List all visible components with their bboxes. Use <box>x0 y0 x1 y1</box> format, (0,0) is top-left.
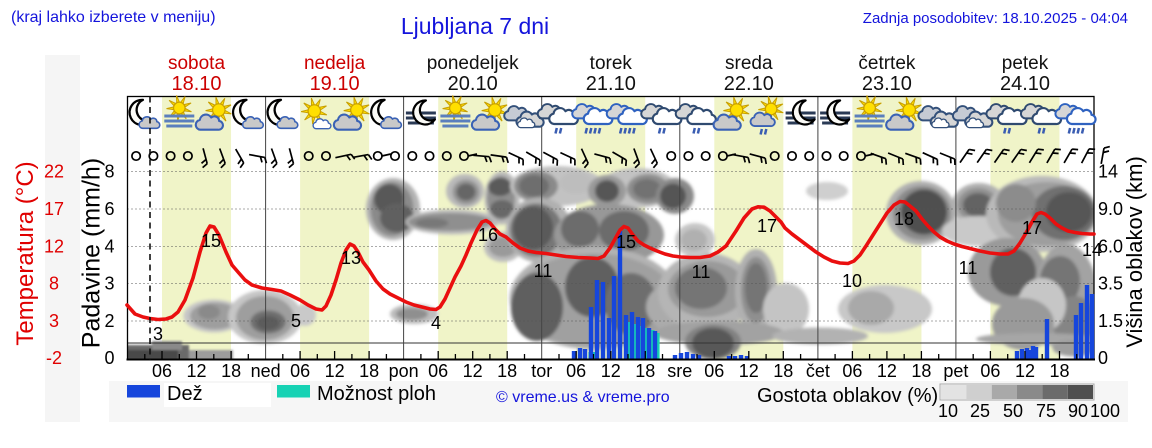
svg-text:-2: -2 <box>46 348 62 368</box>
svg-text:petek: petek <box>1002 53 1049 74</box>
svg-text:nedelja: nedelja <box>304 53 366 74</box>
svg-text:3: 3 <box>104 274 114 294</box>
svg-text:3.5: 3.5 <box>1098 274 1123 294</box>
svg-text:06: 06 <box>842 361 862 381</box>
svg-text:75: 75 <box>1036 401 1056 421</box>
svg-text:12: 12 <box>325 361 345 381</box>
svg-text:15: 15 <box>201 231 221 251</box>
svg-text:100: 100 <box>1090 401 1120 421</box>
svg-text:06: 06 <box>566 361 586 381</box>
svg-text:9.0: 9.0 <box>1098 199 1123 219</box>
svg-text:ponedeljek: ponedeljek <box>427 53 519 74</box>
svg-text:06: 06 <box>980 361 1000 381</box>
svg-text:12: 12 <box>44 237 64 257</box>
svg-text:čet: čet <box>806 361 830 381</box>
svg-text:11: 11 <box>534 261 553 281</box>
svg-text:pon: pon <box>389 361 419 381</box>
svg-text:18: 18 <box>221 361 241 381</box>
svg-text:2: 2 <box>104 311 114 331</box>
svg-text:12: 12 <box>601 361 621 381</box>
svg-text:18: 18 <box>1049 361 1069 381</box>
svg-text:12: 12 <box>877 361 897 381</box>
svg-text:Možnost ploh: Možnost ploh <box>317 383 436 405</box>
svg-text:4: 4 <box>104 237 114 257</box>
svg-text:12: 12 <box>1015 361 1035 381</box>
svg-text:20.10: 20.10 <box>448 73 498 95</box>
svg-text:19.10: 19.10 <box>310 73 360 95</box>
svg-text:18: 18 <box>635 361 655 381</box>
svg-text:pet: pet <box>943 361 968 381</box>
svg-text:Višina oblakov (km): Višina oblakov (km) <box>1122 156 1147 348</box>
svg-text:sreda: sreda <box>725 53 773 74</box>
svg-text:Temperatura (°C): Temperatura (°C) <box>12 161 39 345</box>
svg-text:06: 06 <box>152 361 172 381</box>
svg-text:06: 06 <box>290 361 310 381</box>
svg-text:3: 3 <box>153 324 163 344</box>
svg-text:17: 17 <box>757 216 777 236</box>
svg-text:Zadnja posodobitev: 18.10.2025: Zadnja posodobitev: 18.10.2025 - 04:04 <box>863 10 1128 27</box>
svg-text:Dež: Dež <box>167 383 203 405</box>
svg-text:18: 18 <box>359 361 379 381</box>
svg-text:0: 0 <box>104 348 114 368</box>
svg-text:sre: sre <box>667 361 692 381</box>
svg-text:21.10: 21.10 <box>586 73 636 95</box>
svg-text:18: 18 <box>773 361 793 381</box>
svg-text:15: 15 <box>616 232 636 252</box>
svg-text:06: 06 <box>704 361 724 381</box>
svg-text:25: 25 <box>970 401 990 421</box>
svg-text:Gostota oblakov (%): Gostota oblakov (%) <box>757 385 938 407</box>
svg-text:10: 10 <box>842 271 862 291</box>
svg-text:22.10: 22.10 <box>724 73 774 95</box>
svg-text:18: 18 <box>911 361 931 381</box>
svg-text:sobota: sobota <box>168 53 225 74</box>
svg-text:11: 11 <box>692 262 711 282</box>
svg-text:16: 16 <box>478 225 498 245</box>
svg-text:© vreme.us & vreme.pro: © vreme.us & vreme.pro <box>496 389 670 406</box>
svg-text:6.0: 6.0 <box>1098 237 1123 257</box>
svg-text:18: 18 <box>894 209 914 229</box>
svg-text:12: 12 <box>463 361 483 381</box>
svg-text:Padavine (mm/h): Padavine (mm/h) <box>78 158 106 348</box>
svg-text:4: 4 <box>431 313 441 333</box>
svg-text:06: 06 <box>428 361 448 381</box>
svg-text:8: 8 <box>104 162 114 182</box>
svg-text:5: 5 <box>291 311 301 331</box>
svg-text:(kraj lahko izberete v meniju): (kraj lahko izberete v meniju) <box>11 9 216 26</box>
svg-text:10: 10 <box>938 401 958 421</box>
svg-text:22: 22 <box>44 162 64 182</box>
svg-text:50: 50 <box>1003 401 1023 421</box>
svg-text:tor: tor <box>531 361 552 381</box>
svg-text:četrtek: četrtek <box>858 53 916 74</box>
svg-text:14: 14 <box>1098 162 1118 182</box>
svg-text:12: 12 <box>739 361 759 381</box>
svg-text:13: 13 <box>341 248 361 268</box>
svg-text:torek: torek <box>590 53 633 74</box>
svg-text:12: 12 <box>186 361 206 381</box>
svg-text:0: 0 <box>1098 348 1108 368</box>
svg-text:ned: ned <box>251 361 281 381</box>
svg-text:17: 17 <box>44 199 64 219</box>
svg-text:1.5: 1.5 <box>1098 311 1123 331</box>
svg-text:18.10: 18.10 <box>171 73 221 95</box>
svg-text:3: 3 <box>49 311 59 331</box>
svg-text:6: 6 <box>104 199 114 219</box>
svg-text:24.10: 24.10 <box>1000 73 1050 95</box>
svg-text:23.10: 23.10 <box>862 73 912 95</box>
svg-text:11: 11 <box>959 258 978 278</box>
svg-text:Ljubljana 7 dni: Ljubljana 7 dni <box>401 13 549 39</box>
svg-text:90: 90 <box>1068 401 1088 421</box>
svg-text:18: 18 <box>497 361 517 381</box>
svg-text:8: 8 <box>49 274 59 294</box>
svg-text:17: 17 <box>1022 218 1042 238</box>
